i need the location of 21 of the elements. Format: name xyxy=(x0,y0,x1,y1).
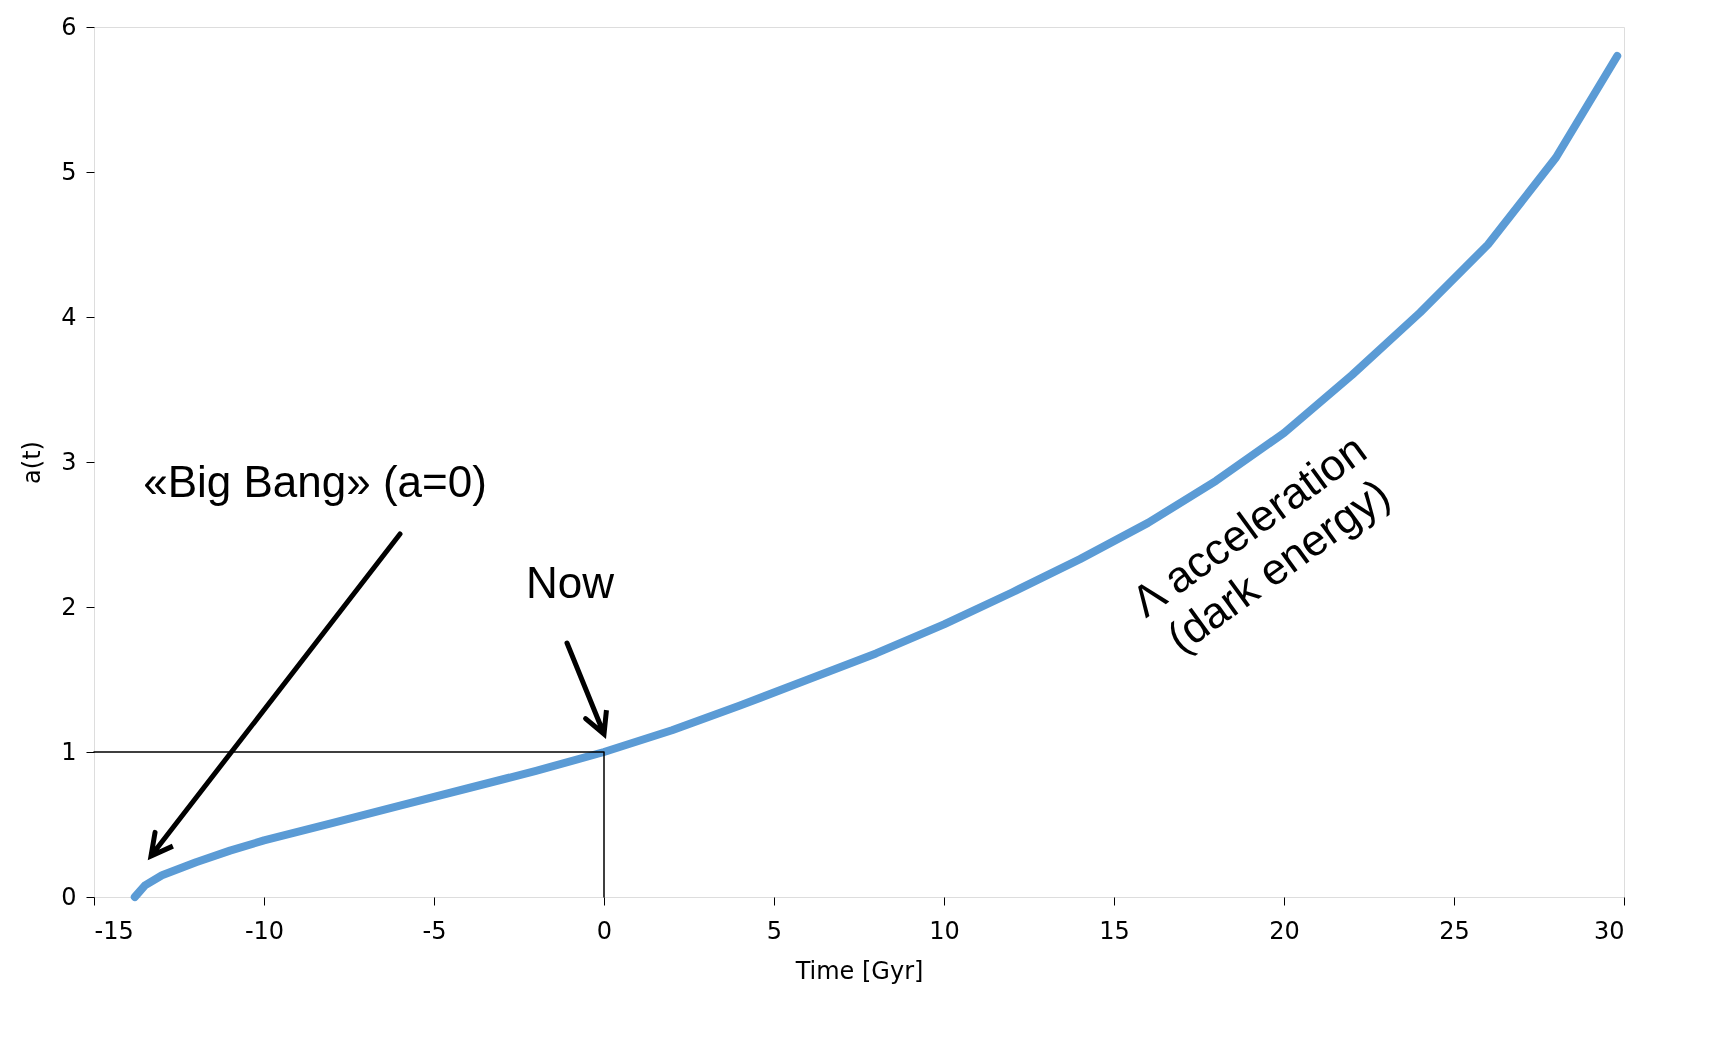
x-tick-label: 20 xyxy=(1269,916,1300,945)
y-tick-label: 1 xyxy=(61,737,77,766)
y-tick-label: 3 xyxy=(61,447,77,476)
y-tick-label: 6 xyxy=(61,12,77,41)
annotation: «Big Bang» (a=0) xyxy=(143,457,487,506)
y-axis-title: a(t) xyxy=(18,441,47,484)
x-axis-title: Time [Gyr] xyxy=(794,956,924,985)
x-tick-label: -15 xyxy=(94,916,134,945)
x-tick-label: 5 xyxy=(766,916,783,945)
annotation: Now xyxy=(525,558,615,607)
x-tick-label: 30 xyxy=(1593,916,1625,945)
x-tick-label: 25 xyxy=(1439,916,1470,945)
x-tick-label: -5 xyxy=(422,916,447,945)
y-tick-label: 5 xyxy=(61,157,77,186)
x-tick-label: -10 xyxy=(244,916,285,945)
y-tick-label: 4 xyxy=(61,302,77,331)
y-tick-label: 0 xyxy=(61,882,77,911)
y-tick-label: 2 xyxy=(61,592,77,621)
x-tick-label: 0 xyxy=(596,916,613,945)
x-tick-label: 15 xyxy=(1099,916,1130,945)
x-tick-label: 10 xyxy=(929,916,960,945)
